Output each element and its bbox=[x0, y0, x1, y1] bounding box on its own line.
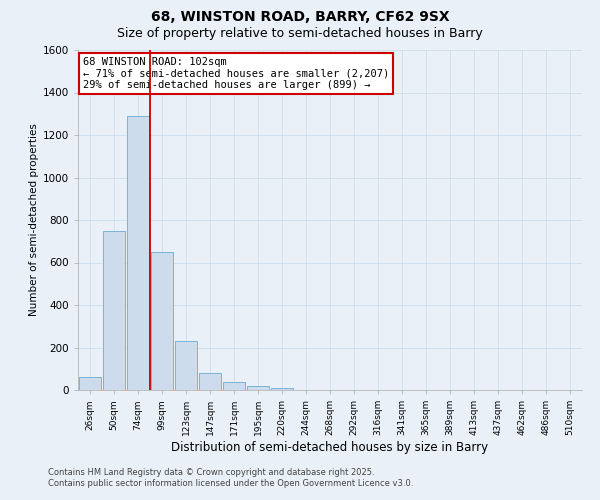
Bar bbox=[199, 373, 221, 390]
Bar bbox=[151, 252, 173, 390]
Bar bbox=[223, 382, 245, 390]
Text: Contains HM Land Registry data © Crown copyright and database right 2025.
Contai: Contains HM Land Registry data © Crown c… bbox=[48, 468, 413, 487]
Bar bbox=[127, 116, 149, 390]
Bar bbox=[247, 386, 269, 390]
Bar bbox=[103, 230, 125, 390]
X-axis label: Distribution of semi-detached houses by size in Barry: Distribution of semi-detached houses by … bbox=[172, 441, 488, 454]
Bar bbox=[79, 378, 101, 390]
Text: Size of property relative to semi-detached houses in Barry: Size of property relative to semi-detach… bbox=[117, 28, 483, 40]
Bar bbox=[175, 341, 197, 390]
Bar bbox=[271, 388, 293, 390]
Text: 68 WINSTON ROAD: 102sqm
← 71% of semi-detached houses are smaller (2,207)
29% of: 68 WINSTON ROAD: 102sqm ← 71% of semi-de… bbox=[83, 57, 389, 90]
Text: 68, WINSTON ROAD, BARRY, CF62 9SX: 68, WINSTON ROAD, BARRY, CF62 9SX bbox=[151, 10, 449, 24]
Y-axis label: Number of semi-detached properties: Number of semi-detached properties bbox=[29, 124, 38, 316]
